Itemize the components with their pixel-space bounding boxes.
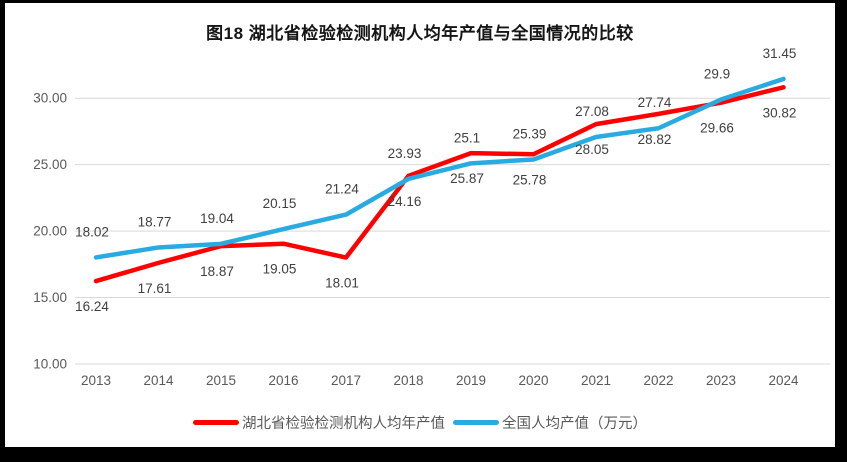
- x-axis-tick-label: 2015: [206, 373, 236, 388]
- x-axis-tick-label: 2022: [643, 373, 673, 388]
- data-label-national: 29.9: [704, 67, 730, 82]
- y-axis-tick-label: 25.00: [33, 157, 67, 172]
- data-label-hubei: 18.01: [325, 276, 359, 291]
- x-axis-tick-label: 2023: [706, 373, 736, 388]
- data-label-hubei: 18.87: [200, 264, 234, 279]
- data-label-hubei: 28.05: [575, 142, 609, 157]
- legend: 湖北省检验检测机构人均年产值 全国人均产值（万元）: [5, 412, 835, 433]
- legend-label-national: 全国人均产值（万元）: [502, 416, 647, 432]
- x-axis-tick-label: 2021: [581, 373, 611, 388]
- data-label-hubei: 25.78: [513, 172, 547, 187]
- x-axis-tick-label: 2016: [268, 373, 298, 388]
- legend-swatch-hubei-line: [193, 420, 239, 425]
- data-label-national: 19.04: [200, 211, 234, 226]
- data-label-national: 27.74: [638, 95, 672, 110]
- data-label-hubei: 16.24: [75, 299, 109, 314]
- data-label-national: 27.08: [575, 104, 609, 119]
- x-axis-tick-label: 2020: [518, 373, 548, 388]
- data-label-national: 18.02: [75, 224, 109, 239]
- data-label-hubei: 28.82: [638, 132, 672, 147]
- data-label-national: 31.45: [763, 46, 797, 61]
- data-label-national: 21.24: [325, 182, 359, 197]
- data-label-hubei: 19.05: [263, 262, 297, 277]
- data-label-hubei: 17.61: [138, 281, 172, 296]
- data-label-hubei: 29.66: [700, 121, 734, 136]
- data-label-national: 25.39: [513, 126, 547, 141]
- x-axis-tick-label: 2018: [393, 373, 423, 388]
- data-label-hubei: 24.16: [388, 194, 422, 209]
- x-axis-tick-label: 2013: [81, 373, 111, 388]
- data-label-national: 18.77: [138, 214, 172, 229]
- legend-swatch-national-line: [453, 420, 499, 425]
- y-axis-tick-label: 15.00: [33, 290, 67, 305]
- x-axis-tick-label: 2017: [331, 373, 361, 388]
- series-line-national: [93, 76, 786, 260]
- x-axis-tick-label: 2014: [143, 373, 174, 388]
- data-label-national: 23.93: [388, 146, 422, 161]
- y-axis-tick-label: 30.00: [33, 91, 67, 106]
- legend-label-hubei: 湖北省检验检测机构人均年产值: [242, 416, 445, 432]
- data-label-national: 20.15: [263, 196, 297, 211]
- legend-item-national: 全国人均产值（万元）: [453, 412, 647, 433]
- plot-area: 10.00 15.00 20.00 25.00 30.00 2013 2014 2015 201…: [33, 46, 830, 388]
- data-label-hubei: 30.82: [763, 105, 797, 120]
- y-axis-tick-label: 10.00: [33, 357, 67, 372]
- data-label-national: 25.1: [454, 130, 480, 145]
- series-line-hubei: [93, 85, 786, 284]
- chart-canvas: 图18 湖北省检验检测机构人均年产值与全国情况的比较 10.00 15.00 20.…: [5, 3, 835, 447]
- y-axis-tick-label: 20.00: [33, 224, 67, 239]
- data-label-hubei: 25.87: [450, 171, 484, 186]
- legend-item-hubei: 湖北省检验检测机构人均年产值: [193, 412, 445, 433]
- x-axis-tick-label: 2019: [456, 373, 486, 388]
- x-axis-tick-label: 2024: [768, 373, 799, 388]
- chart-title: 图18 湖北省检验检测机构人均年产值与全国情况的比较: [206, 24, 634, 43]
